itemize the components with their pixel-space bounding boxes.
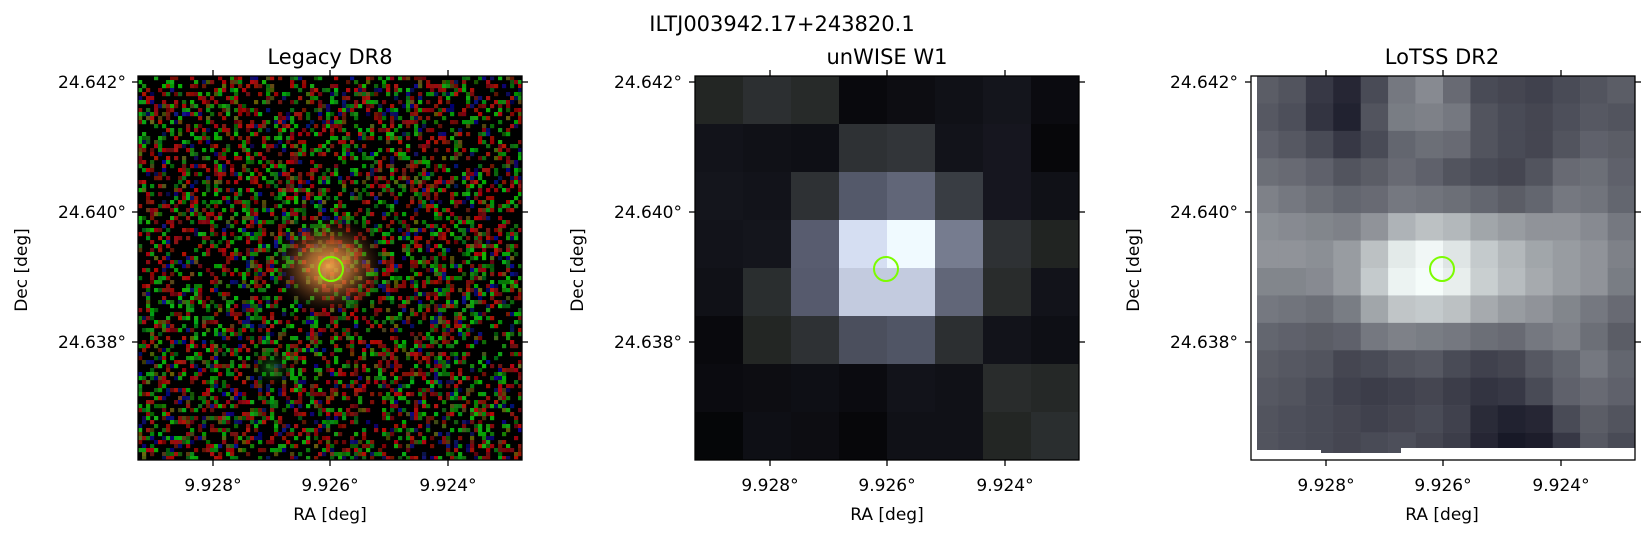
ytick-label: 24.638° bbox=[58, 333, 126, 353]
ticks bbox=[689, 70, 1085, 466]
y-axis-label: Dec [deg] bbox=[568, 228, 588, 312]
ytick-label: 24.640° bbox=[1170, 203, 1238, 223]
x-axis-label: RA [deg] bbox=[850, 505, 923, 525]
xtick-label: 9.928° bbox=[741, 476, 798, 496]
xtick-label: 9.926° bbox=[301, 476, 358, 496]
figure-title: ILTJ003942.17+243820.1 bbox=[649, 12, 914, 36]
y-axis-label: Dec [deg] bbox=[12, 228, 32, 312]
xtick-label: 9.924° bbox=[1532, 476, 1589, 496]
xtick-label: 9.928° bbox=[184, 476, 241, 496]
panel-title: Legacy DR8 bbox=[267, 45, 392, 69]
ytick-label: 24.642° bbox=[1170, 73, 1238, 93]
circle-marker-icon bbox=[318, 256, 344, 282]
xtick-label: 9.928° bbox=[1297, 476, 1354, 496]
panel-title: LoTSS DR2 bbox=[1385, 45, 1499, 69]
panel-unwise: unWISE W1 9.928° 9.926° 9.924° 24.642° 2… bbox=[568, 45, 1085, 525]
xtick-label: 9.924° bbox=[976, 476, 1033, 496]
x-axis-label: RA [deg] bbox=[293, 505, 366, 525]
xtick-label: 9.926° bbox=[858, 476, 915, 496]
ytick-label: 24.640° bbox=[58, 203, 126, 223]
ticks bbox=[132, 70, 528, 466]
x-axis-label: RA [deg] bbox=[1405, 505, 1478, 525]
panel-lotss: LoTSS DR2 9.928° 9.926° 9.924° 24.642° 2… bbox=[1124, 45, 1641, 525]
image-lotss bbox=[1251, 76, 1636, 461]
ytick-label: 24.640° bbox=[614, 203, 682, 223]
panel-title: unWISE W1 bbox=[827, 45, 948, 69]
circle-marker-icon bbox=[1429, 256, 1455, 282]
image-legacy bbox=[138, 76, 523, 461]
ticks bbox=[1245, 70, 1641, 466]
ytick-label: 24.638° bbox=[614, 333, 682, 353]
ytick-label: 24.642° bbox=[614, 73, 682, 93]
image-unwise bbox=[695, 76, 1080, 461]
panel-legacy: Legacy DR8 9.928° 9.926° 9.924° 24.642° … bbox=[12, 45, 528, 525]
y-axis-label: Dec [deg] bbox=[1124, 228, 1144, 312]
circle-marker-icon bbox=[873, 256, 899, 282]
xtick-label: 9.924° bbox=[419, 476, 476, 496]
xtick-label: 9.926° bbox=[1414, 476, 1471, 496]
ytick-label: 24.638° bbox=[1170, 333, 1238, 353]
ytick-label: 24.642° bbox=[58, 73, 126, 93]
